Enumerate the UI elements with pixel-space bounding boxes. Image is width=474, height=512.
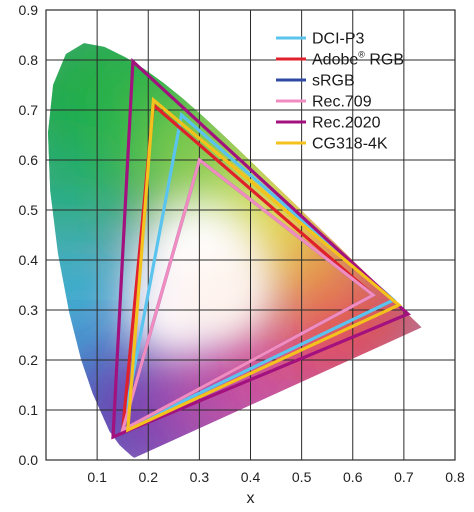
x-tick-label: 0.5 — [292, 469, 312, 485]
legend-label: sRGB — [312, 73, 355, 90]
x-tick-label: 0.7 — [394, 469, 414, 485]
legend-label: DCI-P3 — [312, 31, 365, 48]
gamut-dci-p3 — [120, 111, 397, 433]
legend: DCI-P3 Adobe® RGB sRGB Rec.709 Rec.2020 CG318… — [276, 31, 404, 153]
y-tick-label: 0.8 — [19, 52, 39, 68]
legend-label: CG318-4K — [312, 136, 388, 153]
axis-ticks: 0.0 0.1 0.2 0.3 0.4 0.5 0.6 0.7 0.8 0.9 0.1 0.2 0.3 0… — [19, 2, 465, 485]
gamut-cg318-4k — [125, 96, 402, 433]
color-blob — [179, 250, 270, 340]
plot-frame — [45, 9, 456, 461]
y-tick-label: 0.1 — [19, 402, 39, 418]
y-tick-label: 0.3 — [19, 302, 39, 318]
x-tick-label: 0.3 — [190, 469, 210, 485]
x-tick-label: 0.8 — [445, 469, 465, 485]
color-blob — [48, 145, 117, 255]
x-tick-label: 0.1 — [87, 469, 107, 485]
y-tick-label: 0.6 — [19, 152, 39, 168]
y-tick-label: 0.9 — [19, 2, 39, 18]
y-tick-label: 0.5 — [19, 202, 39, 218]
legend-label: Rec.709 — [312, 94, 372, 111]
x-tick-label: 0.4 — [241, 469, 261, 485]
y-tick-label: 0.0 — [19, 452, 39, 468]
legend-label: Rec.2020 — [312, 115, 381, 132]
gamut-rec-2020 — [111, 58, 411, 440]
gamut-triangles — [111, 58, 411, 440]
gamut-rec-709 — [120, 157, 377, 434]
y-tick-label: 0.7 — [19, 102, 39, 118]
legend-label: Adobe® RGB — [312, 50, 404, 69]
y-tick-label: 0.2 — [19, 352, 39, 368]
y-tick-label: 0.4 — [19, 252, 39, 268]
x-axis-label: x — [247, 490, 255, 507]
x-tick-label: 0.6 — [343, 469, 363, 485]
x-tick-label: 0.2 — [139, 469, 159, 485]
